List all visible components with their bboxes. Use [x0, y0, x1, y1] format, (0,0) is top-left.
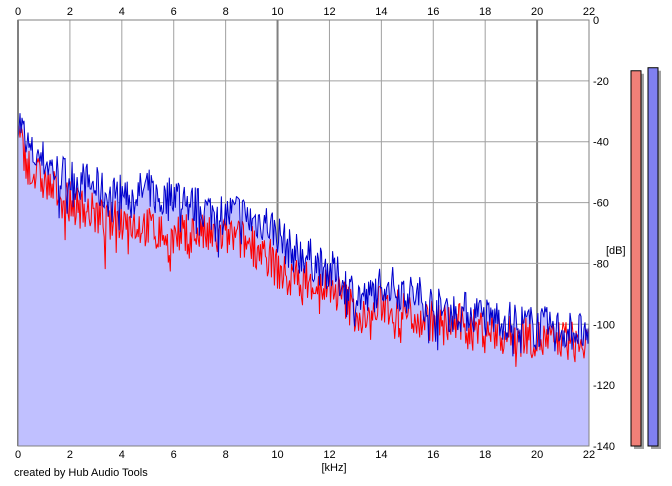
x-tick-label-top: 6	[171, 6, 177, 18]
x-tick-label-top: 22	[583, 6, 595, 18]
x-tick-label-bottom: 0	[15, 449, 21, 461]
series-layer	[17, 113, 590, 367]
y-tick-label: -20	[593, 76, 609, 88]
blue-series-line	[17, 113, 590, 357]
y-tick-label: 0	[593, 15, 599, 27]
x-ticks-top: 0 2 4 6 8 10 12 14 16 18 20 22	[15, 6, 595, 18]
x-tick-label-top: 16	[427, 6, 439, 18]
x-tick-label-bottom: 20	[531, 449, 543, 461]
plot-border	[17, 19, 590, 447]
y-tick-label: -100	[593, 319, 615, 331]
y-tick-label: -140	[593, 441, 615, 453]
x-tick-label-bottom: 12	[323, 449, 335, 461]
y-axis-label: [dB]	[606, 245, 626, 257]
y-tick-label: -40	[593, 137, 609, 149]
x-tick-label-top: 10	[271, 6, 283, 18]
x-tick-label-bottom: 6	[171, 449, 177, 461]
y-ticks: 0 -20 -40 -60 -80 -100 -120 -140	[593, 15, 615, 453]
x-tick-label-bottom: 8	[223, 449, 229, 461]
x-tick-label-top: 2	[67, 6, 73, 18]
footer-credit: created by Hub Audio Tools	[14, 467, 148, 479]
y-tick-label: -80	[593, 258, 609, 270]
x-tick-label-bottom: 16	[427, 449, 439, 461]
x-tick-label-bottom: 4	[119, 449, 125, 461]
x-tick-label-top: 8	[223, 6, 229, 18]
x-tick-label-bottom: 2	[67, 449, 73, 461]
x-tick-label-bottom: 22	[583, 449, 595, 461]
y-tick-label: -60	[593, 198, 609, 210]
x-tick-label-top: 14	[375, 6, 387, 18]
level-meter-red	[630, 70, 642, 447]
x-tick-label-top: 0	[15, 6, 21, 18]
x-ticks-bottom: 0 2 4 6 8 10 12 14 16 18 20 22	[15, 449, 595, 461]
x-tick-label-top: 4	[119, 6, 125, 18]
x-tick-label-bottom: 10	[271, 449, 283, 461]
x-tick-label-bottom: 14	[375, 449, 387, 461]
x-axis-label: [kHz]	[321, 462, 346, 474]
level-meters	[630, 67, 661, 450]
x-tick-label-top: 18	[479, 6, 491, 18]
y-tick-label: -120	[593, 380, 615, 392]
level-meter-blue	[647, 67, 659, 447]
x-tick-label-bottom: 18	[479, 449, 491, 461]
x-tick-label-top: 12	[323, 6, 335, 18]
x-tick-label-top: 20	[531, 6, 543, 18]
